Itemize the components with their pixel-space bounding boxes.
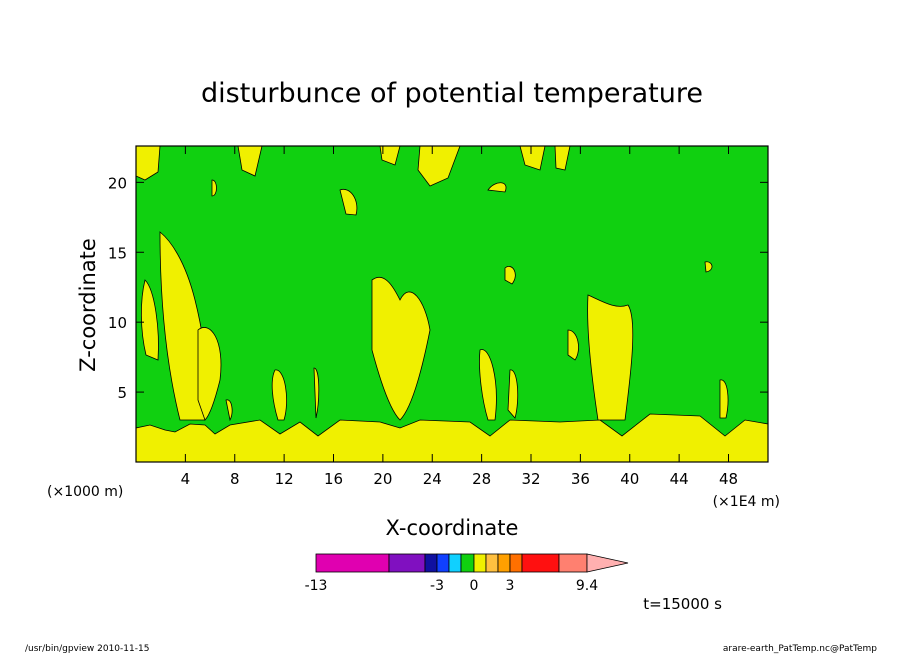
x-axis-label: X-coordinate [386, 516, 519, 540]
colorbar-segment [315, 553, 390, 573]
colorbar-segment [424, 553, 438, 573]
time-label: t=15000 s [643, 595, 722, 613]
x-tick-label: 36 [571, 470, 590, 488]
x-scale-label: (×1000 m) [47, 484, 123, 500]
colorbar-segment [497, 553, 511, 573]
y-axis-label: Z-coordinate [76, 238, 100, 372]
colorbar-extension [586, 553, 629, 573]
colorbar-tick-label: -13 [305, 578, 328, 594]
x-tick-label: 12 [275, 470, 294, 488]
x-unit-label: (×1E4 m) [713, 494, 780, 510]
y-tick-label: 20 [108, 174, 127, 192]
colorbar-segment [436, 553, 450, 573]
colorbar-tick-label: -3 [430, 578, 444, 594]
x-tick-label: 4 [181, 470, 191, 488]
colorbar-tick-label: 9.4 [576, 578, 598, 594]
y-tick-label: 5 [117, 384, 127, 402]
x-tick-label: 28 [472, 470, 491, 488]
colorbar-segment [509, 553, 523, 573]
colorbar-tick-label: 0 [470, 578, 479, 594]
colorbar-segment [473, 553, 487, 573]
contour-field [135, 145, 769, 463]
x-tick-label: 48 [719, 470, 738, 488]
x-tick-label: 32 [521, 470, 540, 488]
colorbar-segment [388, 553, 426, 573]
colorbar-tick-label: 3 [506, 578, 515, 594]
colorbar-segment [558, 553, 588, 573]
y-tick-label: 10 [108, 314, 127, 332]
x-tick-label: 20 [373, 470, 392, 488]
footer-right: arare-earth_PatTemp.nc@PatTemp [723, 644, 877, 654]
y-tick-label: 15 [108, 244, 127, 262]
x-tick-label: 24 [423, 470, 442, 488]
colorbar-segment [460, 553, 475, 573]
x-tick-label: 16 [324, 470, 343, 488]
x-tick-label: 8 [230, 470, 240, 488]
chart-title: disturbunce of potential temperature [201, 78, 703, 109]
x-tick-label: 44 [670, 470, 689, 488]
colorbar-segment [448, 553, 462, 573]
colorbar-segment [485, 553, 499, 573]
x-tick-label: 40 [620, 470, 639, 488]
footer-left: /usr/bin/gpview 2010-11-15 [25, 644, 149, 654]
colorbar-segment [521, 553, 560, 573]
